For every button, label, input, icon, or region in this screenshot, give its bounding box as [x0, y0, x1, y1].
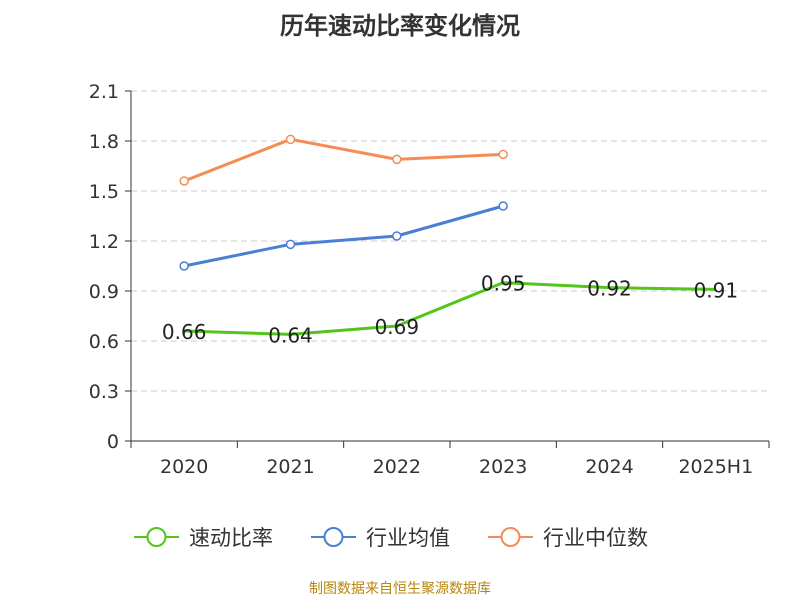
- x-tick-label: 2024: [585, 456, 633, 478]
- legend-label: 速动比率: [189, 526, 273, 550]
- data-point: [498, 149, 508, 160]
- series-line: [183, 137, 504, 183]
- y-tick-label: 1.8: [89, 131, 119, 153]
- data-label: 0.64: [268, 323, 313, 347]
- source-note: 制图数据来自恒生聚源数据库: [309, 581, 491, 597]
- x-tick-label: 2022: [373, 456, 421, 478]
- y-tick-label: 0.9: [89, 281, 119, 303]
- data-point: [392, 231, 402, 241]
- data-label: 0.66: [162, 320, 207, 344]
- data-point: [179, 176, 189, 186]
- chart-title: 历年速动比率变化情况: [280, 12, 520, 40]
- data-point: [285, 134, 296, 145]
- x-tick-label: 2021: [266, 456, 314, 478]
- legend-label: 行业中位数: [543, 526, 648, 550]
- legend-marker: [500, 527, 521, 547]
- x-tick-label: 2025H1: [678, 456, 753, 478]
- y-tick-label: 0: [107, 431, 119, 453]
- legend-marker: [146, 527, 167, 547]
- y-tick-label: 0.6: [89, 331, 119, 353]
- data-point: [392, 154, 402, 165]
- y-tick-label: 0.3: [89, 381, 119, 403]
- x-tick-label: 2023: [479, 456, 527, 478]
- data-label: 0.91: [694, 278, 739, 302]
- data-point: [285, 239, 296, 250]
- series-line: [183, 204, 504, 268]
- y-tick-label: 2.1: [89, 81, 119, 103]
- x-tick-label: 2020: [160, 456, 208, 478]
- data-label: 0.69: [375, 315, 420, 339]
- data-point: [179, 261, 189, 271]
- y-tick-label: 1.2: [89, 231, 119, 253]
- data-label: 0.95: [481, 272, 526, 296]
- y-tick-label: 1.5: [89, 181, 119, 203]
- legend-marker: [323, 527, 344, 547]
- legend-label: 行业均值: [366, 526, 450, 550]
- data-point: [498, 201, 508, 211]
- series-line: [184, 281, 716, 336]
- data-label: 0.92: [587, 277, 632, 301]
